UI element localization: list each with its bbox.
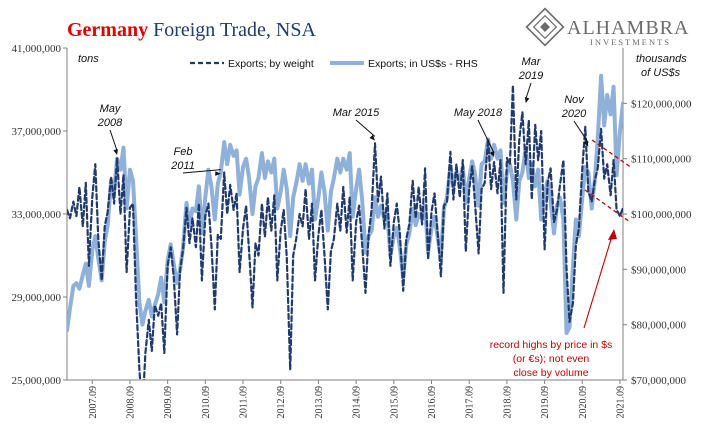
left-tick-label: 29,000,000: [12, 292, 62, 304]
annotation-arrowhead-icon: [524, 97, 530, 104]
annotation-arrow: [477, 119, 495, 154]
right-tick-label: $70,000,000: [631, 375, 687, 387]
right-axis-unit-line2: of US$s: [641, 67, 681, 79]
brand-name: ALHAMBRA: [567, 17, 689, 39]
right-tick-label: $80,000,000: [631, 320, 687, 332]
x-tick-label: 2018.09: [502, 386, 513, 419]
left-axis-unit: tons: [78, 53, 99, 65]
x-tick-label: 2007.09: [88, 386, 99, 419]
annotation-arrowhead-icon: [369, 134, 375, 141]
annotation-text: 2019: [518, 70, 543, 82]
callout-dash-upper: [591, 139, 633, 169]
annotation-arrowhead-icon: [583, 140, 589, 147]
right-tick-label: $110,000,000: [631, 154, 692, 166]
annotation-arrow: [573, 120, 589, 143]
left-tick-label: 37,000,000: [12, 126, 62, 138]
x-tick-label: 2021.09: [615, 386, 626, 419]
brand-logo: ALHAMBRA INVESTMENTS: [525, 7, 689, 47]
x-tick-labels: 2007.09 2008.09 2009.09 2010.09 2011.09 2012.…: [88, 380, 626, 419]
left-tick-label: 33,000,000: [12, 209, 62, 221]
annotation-arrowhead-icon: [113, 149, 118, 155]
annotation-text: Mar: [522, 56, 542, 68]
chart-title-rest: Foreign Trade, NSA: [148, 19, 316, 41]
x-tick-label: 2016.09: [427, 386, 438, 419]
brand-tagline: INVESTMENTS: [590, 37, 671, 47]
x-tick-label: 2017.09: [465, 386, 476, 419]
x-tick-label: 2012.09: [276, 386, 287, 419]
annotation-text: 2008: [97, 117, 123, 129]
x-tick-label: 2020.09: [578, 386, 589, 419]
left-tick-label: 25,000,000: [12, 375, 62, 387]
annotation: Nov 2020: [561, 94, 589, 147]
annotation-arrow: [525, 82, 532, 100]
x-tick-label: 2011.09: [239, 386, 250, 418]
annotation-arrow: [355, 119, 376, 137]
annotation: Mar 2019: [518, 56, 543, 104]
chart-title: Germany Foreign Trade, NSA: [67, 19, 316, 41]
annotation-arrow: [182, 169, 221, 174]
annotation-arrowhead-icon: [489, 151, 495, 158]
annotations: May 2008 Feb 2011 Mar 2015 May 2018 Mar 2019 Nov…: [97, 56, 589, 176]
annotation-text: May: [100, 103, 122, 115]
legend: Exports; by weight Exports; in US$s - RH…: [190, 58, 478, 70]
callout-line-3: close by volume: [513, 367, 588, 379]
right-axis-unit-line1: thousands: [636, 53, 687, 65]
annotation-text: Mar 2015: [333, 107, 380, 119]
right-tick-label: $120,000,000: [631, 98, 692, 110]
x-tick-label: 2008.09: [125, 386, 136, 419]
x-tick-label: 2013.09: [314, 386, 325, 419]
right-tick-label: $100,000,000: [631, 209, 692, 221]
left-tick-labels: 41,000,000 37,000,000 33,000,000 29,000,000…: [12, 43, 67, 387]
callout-line-2: (or €s); not even: [513, 353, 590, 365]
legend-label-weight: Exports; by weight: [228, 58, 314, 70]
x-tick-label: 2010.09: [201, 386, 212, 419]
x-tick-label: 2009.09: [163, 386, 174, 419]
x-tick-label: 2014.09: [352, 386, 363, 419]
annotation: Mar 2015: [333, 107, 380, 141]
annotation-arrow: [109, 129, 118, 152]
record-highs-callout: record highs by price in $s (or €s); not…: [490, 139, 633, 379]
annotation: May 2008: [97, 103, 123, 155]
x-tick-label: 2015.09: [389, 386, 400, 419]
x-tick-label: 2019.09: [540, 386, 551, 419]
legend-label-usd: Exports; in US$s - RHS: [368, 58, 478, 70]
annotation: Feb 2011: [170, 146, 221, 176]
left-tick-label: 41,000,000: [12, 43, 62, 55]
callout-arrowhead-icon: [608, 229, 617, 240]
callout-pointer: [583, 235, 613, 329]
callout-dash-lower: [584, 189, 631, 223]
brand-emblem-icon: [525, 7, 565, 47]
right-tick-label: $90,000,000: [631, 264, 687, 276]
annotation-text: 2011: [170, 160, 195, 172]
series-line-weight: [67, 84, 623, 380]
annotation-text: May 2018: [454, 107, 503, 119]
chart-title-highlight: Germany: [67, 19, 148, 41]
series-layer: [67, 73, 623, 380]
callout-line-1: record highs by price in $s: [490, 339, 613, 351]
annotation-text: 2020: [561, 108, 587, 120]
annotation-text: Feb: [174, 146, 193, 158]
annotation: May 2018: [454, 107, 503, 158]
annotation-text: Nov: [564, 94, 585, 106]
right-tick-labels: $120,000,000 $110,000,000 $100,000,000 $90,…: [623, 98, 692, 387]
annotation-arrowhead-icon: [215, 171, 221, 176]
